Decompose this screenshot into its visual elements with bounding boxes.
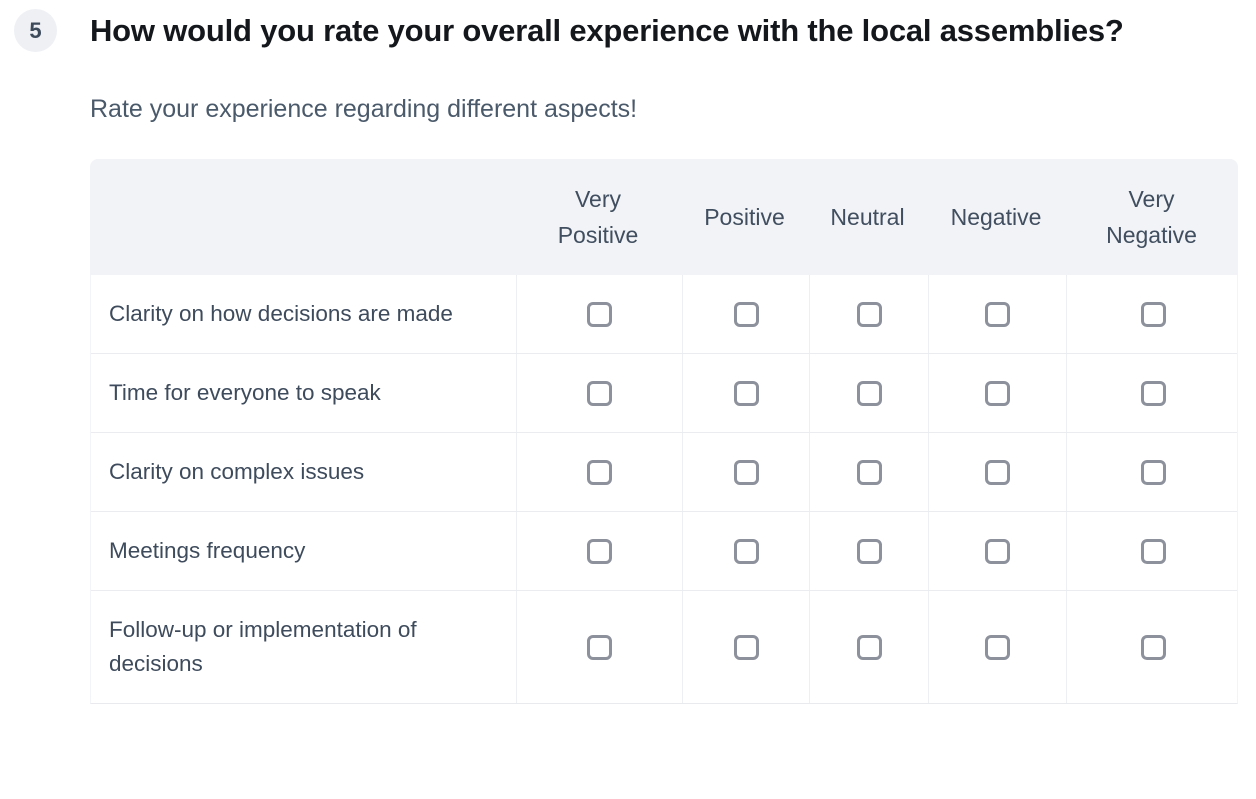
matrix-row: Clarity on complex issues <box>91 432 1237 511</box>
checkbox[interactable] <box>733 634 759 660</box>
matrix-cell <box>809 275 928 353</box>
matrix-cell <box>1066 591 1239 703</box>
matrix-cell <box>928 354 1066 432</box>
matrix-cell <box>682 591 809 703</box>
matrix-row: Clarity on how decisions are made <box>91 275 1237 353</box>
checkbox[interactable] <box>985 538 1010 564</box>
row-label: Time for everyone to speak <box>109 380 381 405</box>
rating-matrix: Very Positive Positive Neutral Negative … <box>90 159 1238 704</box>
checkbox[interactable] <box>985 634 1010 660</box>
matrix-corner-cell <box>90 159 515 275</box>
matrix-cell <box>1066 354 1239 432</box>
matrix-cell <box>928 433 1066 511</box>
question-title: How would you rate your overall experien… <box>90 13 1124 48</box>
column-header-neutral: Neutral <box>830 204 905 230</box>
checkbox[interactable] <box>733 459 759 485</box>
matrix-cell <box>682 275 809 353</box>
checkbox[interactable] <box>1140 634 1166 660</box>
checkbox[interactable] <box>587 301 612 327</box>
column-header-positive: Positive <box>704 204 785 230</box>
checkbox[interactable] <box>587 538 612 564</box>
checkbox[interactable] <box>856 380 882 406</box>
column-header-very-negative: Very Negative <box>1106 186 1197 248</box>
matrix-cell <box>928 512 1066 590</box>
column-header-negative: Negative <box>950 204 1042 230</box>
matrix-cell <box>516 512 682 590</box>
checkbox[interactable] <box>856 538 882 564</box>
column-header-very-positive: Very Positive <box>557 186 639 248</box>
matrix-cell <box>928 591 1066 703</box>
matrix-row: Meetings frequency <box>91 511 1237 590</box>
matrix-cell <box>1066 433 1239 511</box>
matrix-body: Clarity on how decisions are made Time f… <box>90 275 1238 704</box>
checkbox[interactable] <box>733 301 759 327</box>
checkbox[interactable] <box>856 301 882 327</box>
matrix-row: Follow-up or implementation of decisions <box>91 590 1237 703</box>
checkbox[interactable] <box>1140 459 1166 485</box>
matrix-header-row: Very Positive Positive Neutral Negative … <box>90 159 1238 275</box>
checkbox[interactable] <box>587 380 612 406</box>
matrix-cell <box>682 354 809 432</box>
matrix-cell <box>516 591 682 703</box>
checkbox[interactable] <box>733 538 759 564</box>
matrix-cell <box>516 275 682 353</box>
checkbox[interactable] <box>733 380 759 406</box>
row-label: Follow-up or implementation of decisions <box>109 617 417 676</box>
row-label: Meetings frequency <box>109 538 306 563</box>
row-label: Clarity on complex issues <box>109 459 365 484</box>
matrix-cell <box>1066 275 1239 353</box>
checkbox[interactable] <box>856 459 882 485</box>
checkbox[interactable] <box>985 459 1010 485</box>
matrix-cell <box>809 354 928 432</box>
matrix-cell <box>682 433 809 511</box>
matrix-cell <box>928 275 1066 353</box>
question-content: How would you rate your overall experien… <box>90 0 1238 704</box>
checkbox[interactable] <box>1140 380 1166 406</box>
checkbox[interactable] <box>587 459 612 485</box>
question-subtitle: Rate your experience regarding different… <box>90 95 638 123</box>
question-number: 5 <box>29 17 42 43</box>
checkbox[interactable] <box>985 301 1010 327</box>
matrix-cell <box>809 512 928 590</box>
matrix-cell <box>809 433 928 511</box>
checkbox[interactable] <box>985 380 1010 406</box>
matrix-cell <box>682 512 809 590</box>
question-number-badge: 5 <box>14 9 57 52</box>
matrix-cell <box>809 591 928 703</box>
matrix-cell <box>1066 512 1239 590</box>
matrix-cell <box>516 433 682 511</box>
checkbox[interactable] <box>1140 301 1166 327</box>
row-label: Clarity on how decisions are made <box>109 301 453 326</box>
checkbox[interactable] <box>1140 538 1166 564</box>
checkbox[interactable] <box>856 634 882 660</box>
checkbox[interactable] <box>587 634 612 660</box>
matrix-row: Time for everyone to speak <box>91 353 1237 432</box>
matrix-cell <box>516 354 682 432</box>
